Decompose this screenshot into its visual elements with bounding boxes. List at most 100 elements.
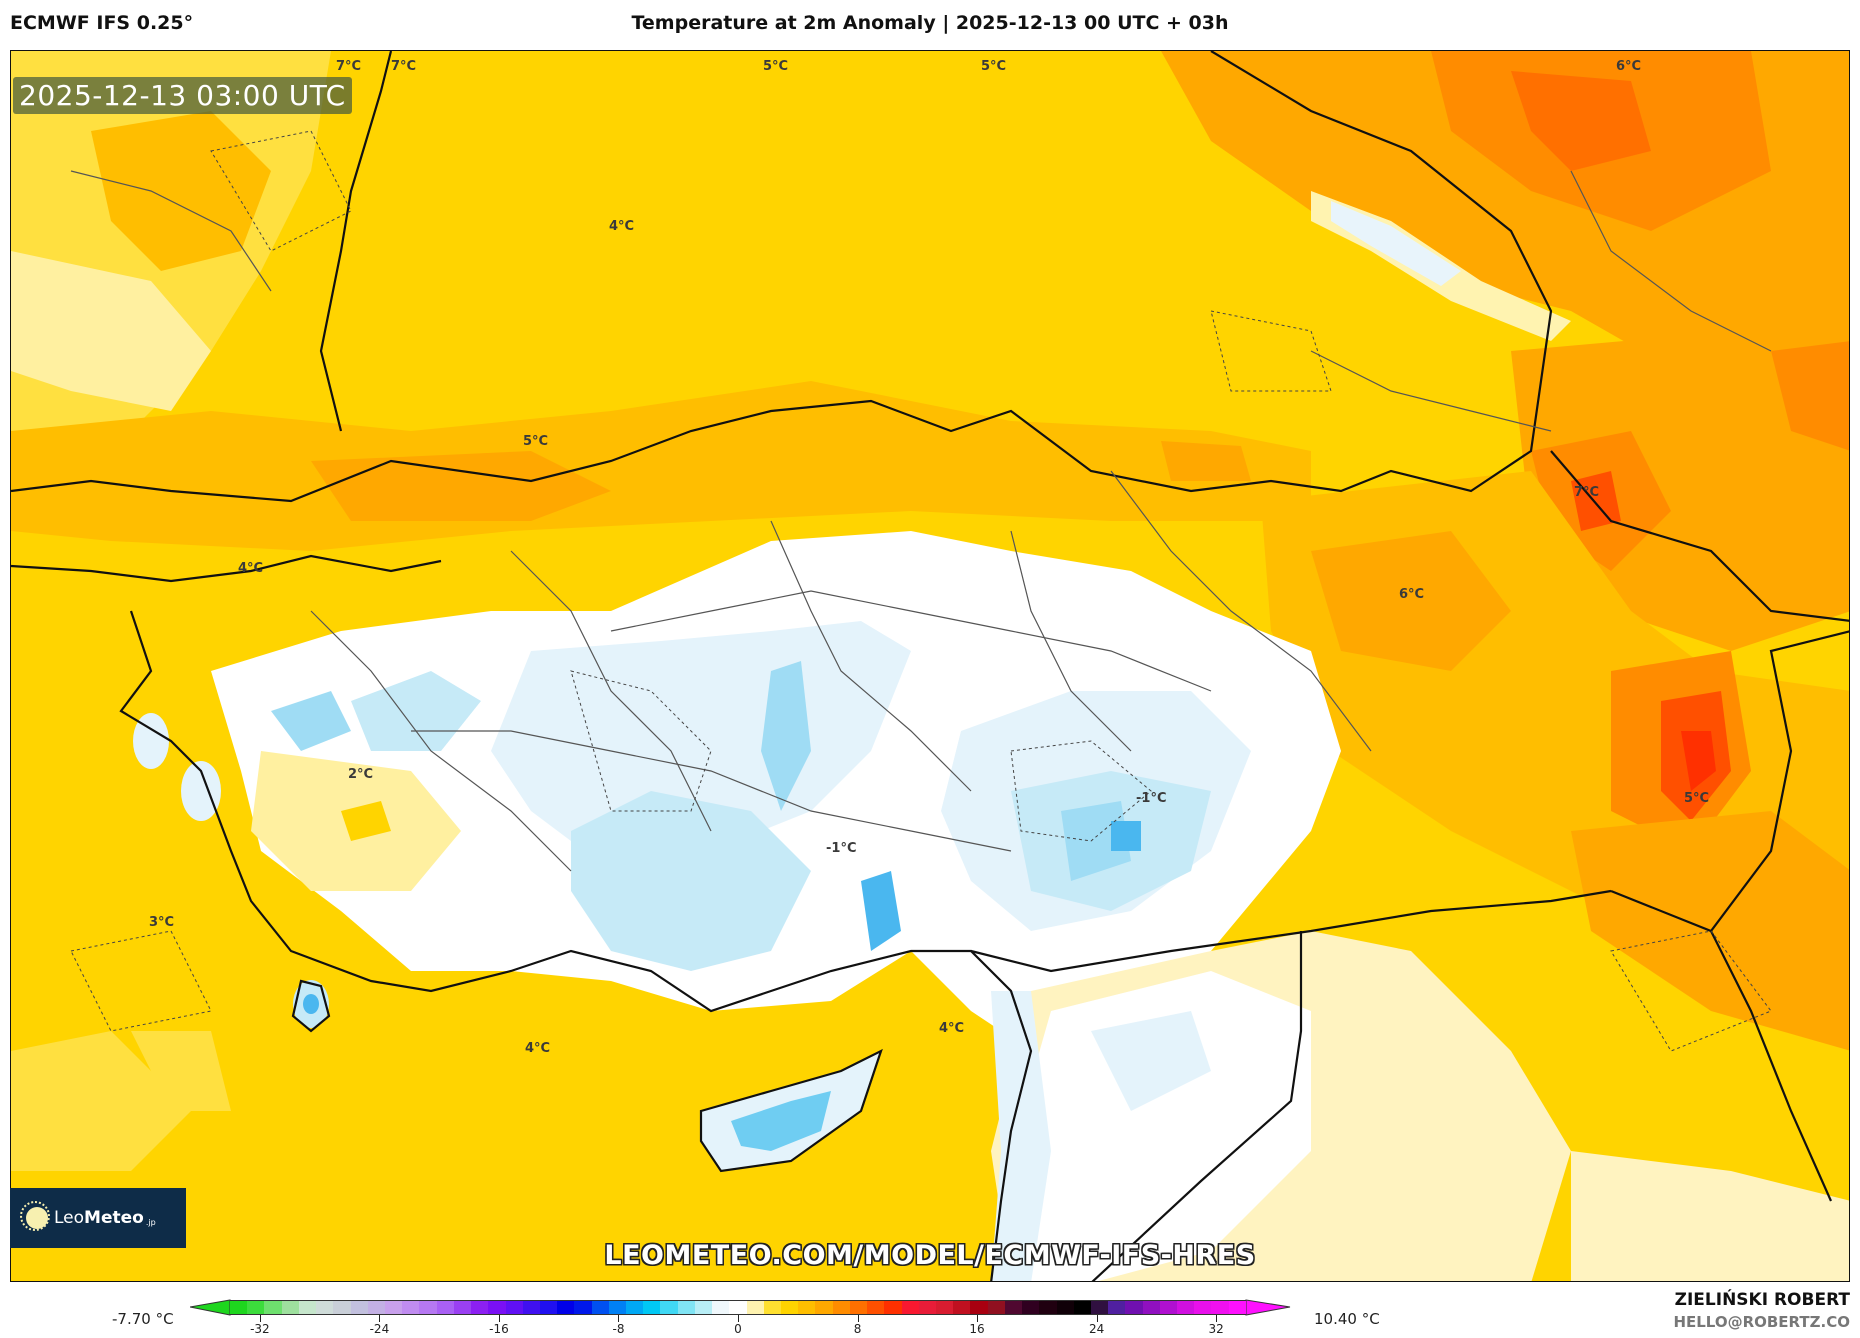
colorbar-segment: [522, 1301, 540, 1314]
colorbar-segment: [1194, 1301, 1212, 1314]
colorbar-segment: [1039, 1301, 1057, 1314]
colorbar-segment: [1073, 1301, 1091, 1314]
colorbar-segment: [419, 1301, 437, 1314]
colorbar-segment: [402, 1301, 420, 1314]
colorbar-tick: [498, 1315, 500, 1322]
colorbar: -32 -24 -16 -8 0 8 16 24 32: [190, 1298, 1310, 1338]
colorbar-gradient: [230, 1300, 1246, 1315]
contour-label: 7°C: [1574, 485, 1600, 500]
contour-label: 2°C: [348, 767, 374, 782]
colorbar-segment: [712, 1301, 730, 1314]
model-name: ECMWF IFS 0.25°: [10, 12, 194, 34]
contour-label: 5°C: [763, 59, 789, 74]
colorbar-segment: [539, 1301, 558, 1314]
colorbar-segment: [574, 1301, 592, 1314]
anomaly-map[interactable]: 2025-12-13 03:00 UTC 7°C 7°C 5°C 5°C 6°C…: [10, 50, 1850, 1282]
author-email[interactable]: HELLO@ROBERTZ.CO: [1673, 1313, 1850, 1331]
colorbar-segment: [384, 1301, 403, 1314]
colorbar-tick: [977, 1315, 979, 1322]
colorbar-segment: [1022, 1301, 1040, 1314]
colorbar-segment: [316, 1301, 334, 1314]
author-credit: ZIELIŃSKI ROBERT HELLO@ROBERTZ.CO: [1673, 1290, 1850, 1331]
colorbar-segment: [333, 1301, 351, 1314]
colorbar-segment: [1056, 1301, 1074, 1314]
leometeo-logo[interactable]: Leo Meteo .jp: [10, 1188, 186, 1248]
colorbar-segment: [488, 1301, 506, 1314]
colorbar-segment: [798, 1301, 816, 1314]
colorbar-tick: [618, 1315, 620, 1322]
contour-label: 4°C: [525, 1041, 551, 1056]
contour-label: 7°C: [336, 59, 362, 74]
colorbar-segment: [281, 1301, 299, 1314]
colorbar-tick-label: -8: [612, 1322, 625, 1336]
contour-label: 6°C: [1399, 587, 1425, 602]
colorbar-tick: [379, 1315, 381, 1322]
colorbar-segment: [987, 1301, 1005, 1314]
colorbar-segment: [1228, 1301, 1246, 1314]
colorbar-tick: [259, 1315, 261, 1322]
colorbar-segment: [815, 1301, 833, 1314]
chart-title: Temperature at 2m Anomaly | 2025-12-13 0…: [631, 12, 1229, 34]
colorbar-tick-label: 0: [734, 1322, 742, 1336]
colorbar-segment: [264, 1301, 282, 1314]
contour-label: 4°C: [609, 219, 635, 234]
author-name: ZIELIŃSKI ROBERT: [1674, 1290, 1850, 1310]
colorbar-tick-label: -32: [250, 1322, 270, 1336]
colorbar-max-label: 10.40 °C: [1314, 1310, 1380, 1328]
colorbar-segment: [247, 1301, 265, 1314]
contour-label: 6°C: [1616, 59, 1642, 74]
colorbar-segment: [1142, 1301, 1160, 1314]
colorbar-tick-label: 16: [969, 1322, 985, 1336]
colorbar-segment: [608, 1301, 627, 1314]
colorbar-tick-label: -16: [489, 1322, 509, 1336]
colorbar-segment: [1177, 1301, 1195, 1314]
colorbar-segment: [746, 1301, 764, 1314]
colorbar-segment: [918, 1301, 936, 1314]
colorbar-tick: [738, 1315, 739, 1322]
map-canvas: [11, 51, 1849, 1281]
colorbar-segment: [298, 1301, 317, 1314]
contour-label: -1°C: [826, 841, 857, 856]
colorbar-segment: [626, 1301, 644, 1314]
logo-text-bold: Meteo: [84, 1208, 144, 1228]
colorbar-segment: [677, 1301, 695, 1314]
logo-suffix: .jp: [145, 1217, 156, 1227]
colorbar-tick-label: 24: [1088, 1322, 1105, 1336]
colorbar-tick-label: 8: [853, 1322, 862, 1336]
colorbar-segment: [1004, 1301, 1023, 1314]
colorbar-segment: [1159, 1301, 1178, 1314]
colorbar-segment: [660, 1301, 678, 1314]
colorbar-segment: [436, 1301, 454, 1314]
colorbar-segment: [367, 1301, 385, 1314]
colorbar-segment: [591, 1301, 609, 1314]
colorbar-segment: [763, 1301, 781, 1314]
colorbar-segment: [849, 1301, 868, 1314]
logo-text-light: Leo: [54, 1208, 85, 1228]
contour-label: 5°C: [1684, 791, 1710, 806]
sun-icon: [20, 1201, 50, 1231]
contour-label: 4°C: [939, 1021, 965, 1036]
colorbar-segment: [557, 1301, 575, 1314]
colorbar-segment: [935, 1301, 954, 1314]
colorbar-segment: [970, 1301, 988, 1314]
contour-label: -1°C: [1136, 791, 1167, 806]
colorbar-segment: [471, 1301, 489, 1314]
colorbar-segment: [230, 1301, 248, 1314]
colorbar-segment: [901, 1301, 919, 1314]
colorbar-segment: [453, 1301, 472, 1314]
colorbar-segment: [350, 1301, 368, 1314]
colorbar-tick: [1096, 1315, 1098, 1322]
colorbar-segment: [867, 1301, 885, 1314]
colorbar-tick-label: -24: [369, 1322, 390, 1336]
colorbar-segment: [1125, 1301, 1143, 1314]
colorbar-tick: [857, 1315, 859, 1322]
colorbar-segment: [729, 1301, 747, 1314]
valid-time-badge: 2025-12-13 03:00 UTC: [13, 77, 352, 114]
colorbar-segment: [1108, 1301, 1126, 1314]
colorbar-tick: [1216, 1315, 1218, 1322]
colorbar-segment: [781, 1301, 799, 1314]
colorbar-segment: [643, 1301, 661, 1314]
colorbar-min-label: -7.70 °C: [112, 1310, 174, 1328]
colorbar-segment: [832, 1301, 850, 1314]
contour-label: 7°C: [391, 59, 417, 74]
